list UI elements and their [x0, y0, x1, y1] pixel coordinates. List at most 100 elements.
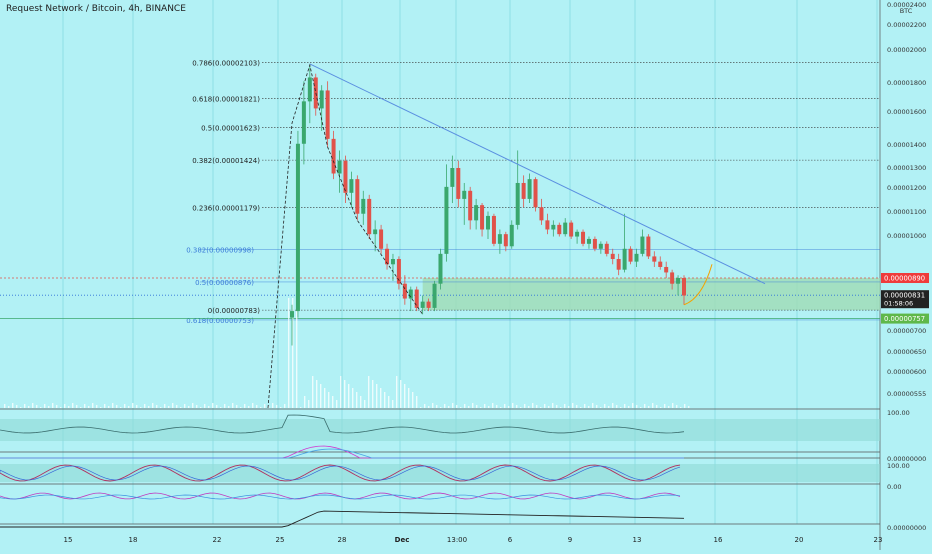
time-tick-label: 9 [568, 536, 572, 544]
candle-body [480, 205, 485, 230]
volume-bar [524, 404, 526, 408]
volume-bar [416, 396, 418, 408]
volume-bar [56, 405, 58, 408]
candle-body [575, 231, 580, 237]
volume-bar [688, 406, 690, 408]
price-tick-label: 0.00001200 [887, 184, 926, 192]
volume-bar [504, 404, 506, 408]
price-tick-label: 0.00001300 [887, 164, 926, 172]
indicator-panes [0, 414, 880, 528]
candle-body [414, 289, 419, 308]
volume-bar [40, 407, 42, 408]
volume-bar [448, 406, 450, 408]
last-price-tag [881, 290, 929, 309]
candle-body [604, 243, 609, 254]
volume-bar [532, 403, 534, 408]
candlestick-series[interactable] [290, 65, 686, 346]
fib-blue-label-1: 0.5(0.00000876) [195, 279, 254, 287]
volume-bar [300, 407, 302, 408]
resistance-price-tag [881, 273, 929, 284]
candle-body [390, 259, 395, 265]
volume-bar [312, 376, 314, 408]
time-tick-label: 23 [874, 536, 883, 544]
volume-bar [212, 403, 214, 408]
candle-body [426, 301, 431, 308]
pane5-value-label: 0.00000000 [887, 524, 926, 532]
time-axis[interactable]: 15 18 22 25 28 Dec 13:00 6 9 13 16 20 23 [64, 536, 883, 544]
rsi-band [0, 419, 880, 441]
volume-bar [136, 405, 138, 408]
volume-bar [480, 407, 482, 408]
candle-body [652, 256, 657, 262]
volume-bar [324, 388, 326, 408]
volume-bar [192, 403, 194, 408]
volume-bar [316, 380, 318, 408]
volume-bar [496, 405, 498, 408]
candle-body [319, 90, 324, 109]
volume-bar [76, 405, 78, 408]
volume-bar [60, 407, 62, 408]
candle-body [610, 253, 615, 260]
volume-bar [64, 404, 66, 408]
candle-body [682, 278, 686, 296]
candle-body [373, 229, 378, 235]
volume-bar [224, 404, 226, 408]
candle-body [598, 243, 603, 249]
fib-black-label-1: 0.618(0.00001821) [192, 95, 260, 103]
volume-bar [476, 405, 478, 408]
price-tick-label: 0.00002200 [887, 21, 926, 29]
volume-bar [456, 405, 458, 408]
volume-bar [160, 407, 162, 408]
volume-bar [44, 404, 46, 408]
volume-bar [436, 405, 438, 408]
volume-bar [12, 403, 14, 408]
rsi-top-label: 100.00 [887, 409, 910, 417]
volume-bar [216, 405, 218, 408]
volume-bars [4, 298, 690, 408]
volume-bar [380, 388, 382, 408]
time-tick-label: Dec [395, 536, 410, 544]
volume-bar [364, 400, 366, 408]
volume-bar [636, 405, 638, 408]
volume-bar [84, 404, 86, 408]
signal-line [0, 448, 684, 459]
candle-body [581, 231, 586, 244]
volume-bar [88, 406, 90, 408]
candle-body [385, 248, 390, 265]
volume-bar [104, 404, 106, 408]
volume-bar [20, 407, 22, 408]
volume-bar [628, 406, 630, 408]
rsi-line [0, 414, 685, 434]
candle-body [420, 301, 425, 308]
volume-bar [132, 403, 134, 408]
volume-bar [232, 403, 234, 408]
volume-bar [288, 298, 290, 408]
support-price-tag-label: 0.00000757 [884, 315, 925, 323]
candle-body [521, 182, 526, 199]
descending-trendline[interactable] [309, 63, 766, 285]
symbol-title[interactable]: Request Network / Bitcoin, 4h, BINANCE [6, 4, 186, 14]
volume-bar [248, 406, 250, 408]
candle-body [503, 234, 508, 247]
volume-bar [296, 298, 298, 408]
volume-bar [196, 405, 198, 408]
volume-bar [608, 406, 610, 408]
fib-black-label-0: 0.786(0.00002103) [192, 59, 260, 67]
candle-body [670, 272, 675, 284]
candle-body [664, 266, 669, 273]
volume-bar [568, 406, 570, 408]
volume-bar [188, 406, 190, 408]
volume-bar [620, 407, 622, 408]
volume-bar [124, 404, 126, 408]
pane2-value-label: 0.00000000 [887, 455, 926, 463]
fib-black-label-4: 0.236(0.00001179) [192, 204, 260, 212]
last-price-tag-label: 0.00000831 [884, 292, 925, 300]
volume-bar [144, 404, 146, 408]
time-tick-label: 28 [338, 536, 347, 544]
volume-bar [428, 406, 430, 408]
countdown-label: 01:58:06 [884, 300, 913, 308]
volume-bar [108, 406, 110, 408]
volume-bar [228, 406, 230, 408]
